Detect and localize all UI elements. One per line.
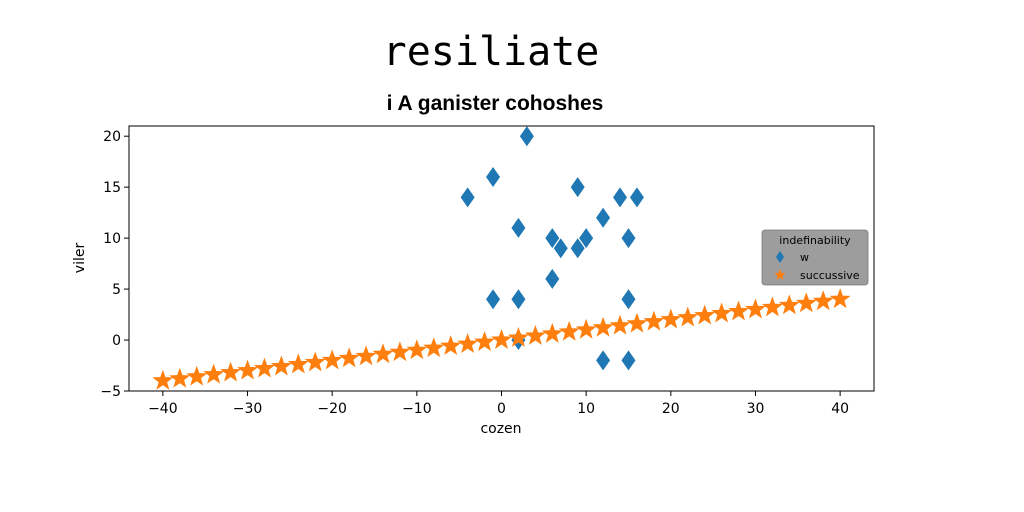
- diamond-point: [460, 187, 475, 208]
- x-tick-label: 10: [577, 401, 595, 417]
- star-point: [491, 329, 512, 349]
- diamond-point: [553, 238, 568, 259]
- star-point: [643, 310, 665, 331]
- star-point: [440, 335, 462, 356]
- star-point: [169, 367, 191, 388]
- star-point: [220, 361, 242, 382]
- star-point: [457, 333, 479, 354]
- x-axis-label: cozen: [480, 421, 521, 437]
- y-tick-label: −5: [100, 384, 121, 400]
- star-point: [592, 316, 614, 337]
- x-tick-label: 20: [662, 401, 680, 417]
- x-tick-label: 30: [747, 401, 765, 417]
- star-point: [609, 314, 631, 335]
- star-point: [203, 363, 225, 384]
- star-point: [728, 300, 750, 321]
- star-point: [575, 318, 597, 339]
- diamond-point: [613, 187, 628, 208]
- diamond-point: [519, 126, 534, 147]
- star-point: [304, 351, 326, 372]
- diamond-point: [629, 187, 644, 208]
- star-point: [812, 290, 834, 311]
- y-tick-label: 20: [103, 129, 121, 145]
- star-point: [626, 312, 648, 333]
- star-point: [507, 327, 529, 347]
- star-point: [829, 288, 851, 309]
- star-point: [355, 345, 377, 366]
- star-point: [694, 304, 716, 325]
- diamond-point: [570, 238, 585, 259]
- diamond-point: [570, 177, 585, 198]
- star-point: [660, 308, 682, 329]
- diamond-point: [545, 228, 560, 249]
- legend-title: indefinability: [779, 234, 851, 247]
- diamond-point: [511, 217, 526, 238]
- legend-marker-succussive: [774, 269, 786, 280]
- star-point: [321, 349, 343, 370]
- star-point: [778, 294, 800, 315]
- legend: indefinability w succussive: [761, 229, 869, 286]
- diamond-point: [621, 228, 636, 249]
- star-point: [677, 306, 699, 327]
- star-point: [253, 357, 275, 378]
- star-point: [338, 347, 360, 368]
- star-point: [186, 365, 208, 386]
- x-tick-label: 0: [497, 401, 506, 417]
- diamond-point: [511, 289, 526, 310]
- x-tick-label: 40: [831, 401, 849, 417]
- diamond-point: [579, 228, 594, 249]
- diamond-point: [486, 166, 501, 187]
- x-tick-label: −20: [317, 401, 347, 417]
- diamond-point: [621, 289, 636, 310]
- star-point: [152, 369, 174, 390]
- diamond-point: [596, 350, 611, 371]
- star-point: [423, 337, 445, 358]
- star-point: [745, 298, 766, 319]
- star-point: [558, 320, 580, 341]
- series-w: [460, 126, 644, 371]
- diamond-point: [621, 350, 636, 371]
- legend-marker-w: [776, 251, 784, 263]
- star-point: [541, 322, 563, 343]
- chart-title: i A ganister cohoshes: [387, 92, 604, 115]
- star-point: [237, 359, 258, 380]
- star-point: [270, 355, 292, 376]
- y-tick-label: 5: [112, 282, 121, 298]
- star-point: [795, 292, 817, 313]
- series-succussive: [152, 288, 851, 390]
- y-axis-label: viler: [72, 243, 88, 274]
- diamond-point: [545, 268, 560, 289]
- x-tick-label: −40: [148, 401, 178, 417]
- x-tick-label: −10: [402, 401, 432, 417]
- star-point: [287, 353, 309, 374]
- star-point: [406, 339, 428, 360]
- star-point: [711, 302, 733, 323]
- star-point: [372, 343, 394, 364]
- diamond-point: [486, 289, 501, 310]
- diamond-point: [596, 207, 611, 228]
- y-tick-label: 10: [103, 231, 121, 247]
- star-point: [524, 324, 546, 345]
- y-tick-label: 0: [112, 333, 121, 349]
- star-point: [474, 331, 496, 351]
- legend-box: [761, 229, 869, 286]
- y-tick-label: 15: [103, 180, 121, 196]
- x-tick-label: −30: [233, 401, 263, 417]
- plot-area: −40 −30 −20 −10 0 10 20 30 40 −5 0 5 10 15 20: [100, 125, 875, 417]
- legend-label-succussive: succussive: [800, 269, 860, 282]
- legend-label-w: w: [800, 251, 809, 264]
- chart-suptitle: resiliate: [383, 29, 600, 75]
- star-point: [389, 341, 411, 362]
- star-point: [761, 296, 783, 317]
